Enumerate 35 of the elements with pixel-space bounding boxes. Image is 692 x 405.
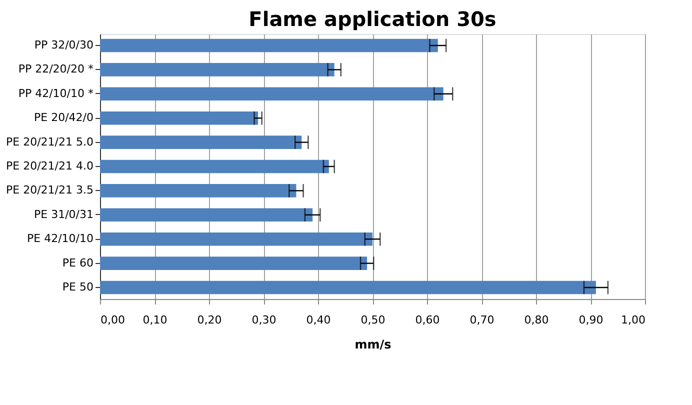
bar: [100, 63, 334, 76]
x-tick-label: 0,20: [197, 314, 222, 326]
x-axis-title: mm/s: [354, 338, 392, 352]
bar: [100, 136, 302, 149]
x-tick-label: 0,80: [524, 314, 549, 326]
y-tick-label: PP 42/10/10 *: [18, 86, 94, 100]
y-tick-label: PP 22/20/20 *: [18, 62, 94, 76]
bar: [100, 280, 596, 294]
y-tick-label: PE 60: [62, 256, 94, 270]
bar: [100, 160, 329, 174]
bar: [100, 38, 438, 52]
y-tick-label: PE 20/42/0: [34, 111, 94, 124]
bar: [100, 232, 372, 246]
bar: [100, 184, 296, 198]
x-tick-label: 0,60: [415, 314, 440, 326]
y-tick-label: PE 50: [62, 280, 94, 294]
y-tick-label: PE 31/0/31: [34, 208, 94, 221]
y-tick-label: PE 20/21/21 5.0: [6, 135, 94, 148]
bar: [100, 208, 313, 222]
x-tick-label: 0,70: [470, 314, 494, 326]
y-tick-label: PE 42/10/10: [27, 232, 94, 246]
bar: [100, 111, 258, 125]
bar: [100, 256, 368, 270]
x-tick-label: 0,40: [306, 314, 331, 326]
x-tick-label: 0,90: [578, 314, 604, 326]
x-tick-label: 0,30: [252, 314, 276, 326]
x-tick-label: 1,00: [621, 314, 646, 326]
x-tick-label: 0,10: [142, 314, 168, 326]
y-tick-label: PE 20/21/21 3.5: [6, 184, 94, 197]
x-tick-label: 0,50: [360, 314, 386, 326]
chart-title: Flame application 30s: [248, 7, 496, 31]
y-tick-label: PP 32/0/30: [34, 38, 94, 52]
x-tick-label: 0,00: [100, 314, 125, 326]
y-tick-label: PE 20/21/21 4.0: [6, 160, 94, 172]
bar: [100, 87, 444, 101]
